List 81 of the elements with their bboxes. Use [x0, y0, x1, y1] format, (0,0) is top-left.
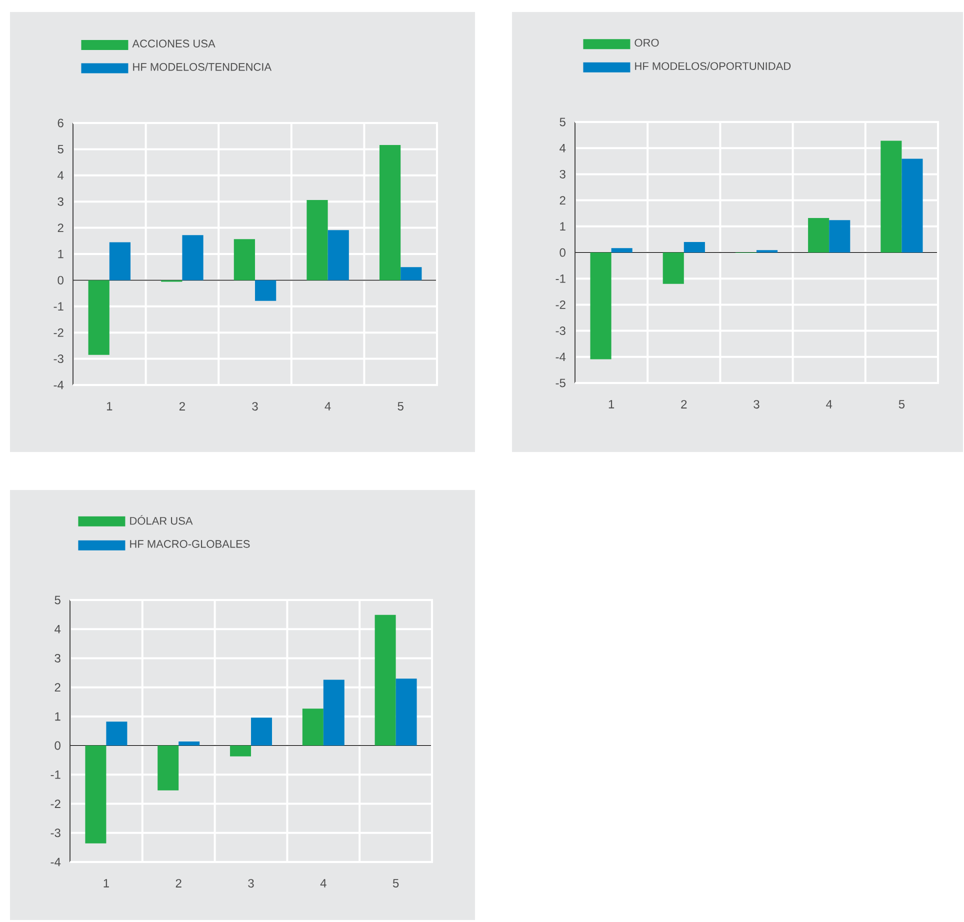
x-tick-label: 2	[179, 402, 185, 410]
bar	[374, 614, 396, 746]
bar	[251, 718, 272, 746]
y-tick-label: -4	[50, 858, 61, 866]
bar	[306, 200, 328, 280]
y-tick-label: -2	[556, 300, 566, 309]
bar	[106, 722, 128, 746]
y-tick-label: 1	[55, 712, 60, 721]
bar	[230, 746, 251, 756]
bar	[85, 746, 106, 844]
x-tick-label: 2	[176, 879, 182, 888]
x-tick-label: 4	[320, 879, 326, 888]
legend-label: HF MACRO-GLOBALES	[130, 540, 250, 548]
x-tick-label: 3	[754, 400, 760, 409]
y-tick-label: 5	[58, 145, 64, 154]
bar	[323, 680, 344, 746]
bar	[379, 145, 401, 280]
y-tick-label: -1	[50, 770, 60, 779]
x-tick-label: 5	[398, 402, 404, 410]
bar	[880, 140, 902, 253]
y-tick-label: 0	[54, 741, 60, 750]
y-tick-label: -1	[54, 302, 64, 311]
y-tick-label: 3	[58, 197, 64, 206]
legend-label: HF MODELOS/TENDENCIA	[133, 62, 272, 71]
bar	[182, 235, 204, 280]
bar	[255, 280, 276, 301]
bar	[396, 678, 417, 746]
legend-label: DÓLAR USA	[130, 515, 193, 525]
bar	[829, 220, 850, 253]
bar	[88, 280, 110, 355]
y-tick-label: 4	[58, 171, 64, 180]
y-tick-label: 2	[58, 224, 64, 232]
y-tick-label: -5	[556, 378, 566, 388]
bar	[756, 250, 778, 253]
bar	[684, 242, 705, 253]
y-tick-label: -2	[54, 328, 64, 337]
y-tick-label: 5	[54, 596, 60, 604]
y-tick-label: 6	[58, 118, 64, 128]
x-tick-label: 3	[248, 879, 254, 888]
y-tick-label: -3	[50, 828, 60, 838]
x-tick-label: 2	[681, 400, 687, 408]
x-tick-label: 4	[826, 400, 832, 408]
bar	[400, 267, 422, 280]
legend-label: HF MODELOS/OPORTUNIDAD	[635, 62, 791, 70]
y-tick-label: 4	[560, 144, 566, 152]
bar	[109, 242, 131, 280]
y-tick-label: -2	[50, 800, 60, 808]
y-tick-label: 0	[58, 276, 64, 284]
y-tick-label: 5	[560, 118, 566, 126]
y-tick-label: 2	[560, 196, 566, 204]
x-tick-label: 1	[608, 400, 614, 408]
bar	[590, 252, 612, 360]
bar	[302, 708, 324, 746]
y-tick-label: -1	[556, 274, 566, 283]
x-tick-label: 1	[106, 402, 112, 410]
y-tick-label: 1	[560, 222, 566, 231]
y-tick-label: 3	[560, 170, 566, 178]
y-tick-label: 1	[58, 250, 64, 258]
y-tick-label: 0	[560, 248, 566, 257]
bar	[611, 248, 632, 253]
y-tick-label: -3	[54, 354, 64, 364]
bar	[808, 218, 830, 253]
bar	[234, 239, 255, 280]
y-tick-label: 3	[54, 654, 60, 662]
legend-label: ORO	[634, 38, 659, 47]
x-tick-label: 4	[324, 402, 331, 410]
x-tick-label: 3	[252, 402, 258, 411]
y-tick-label: 2	[54, 683, 60, 692]
y-tick-label: 4	[54, 624, 61, 634]
bar	[662, 252, 684, 284]
x-tick-label: 1	[104, 879, 109, 888]
bar	[902, 158, 923, 253]
bar	[158, 746, 179, 790]
y-tick-label: -4	[556, 352, 566, 362]
bar	[328, 230, 349, 280]
y-tick-label: -3	[556, 326, 566, 336]
legend-label: ACCIONES USA	[132, 40, 216, 48]
x-tick-label: 5	[392, 879, 399, 888]
bar	[178, 741, 200, 746]
x-tick-label: 5	[898, 400, 905, 408]
y-tick-label: -4	[54, 380, 64, 390]
